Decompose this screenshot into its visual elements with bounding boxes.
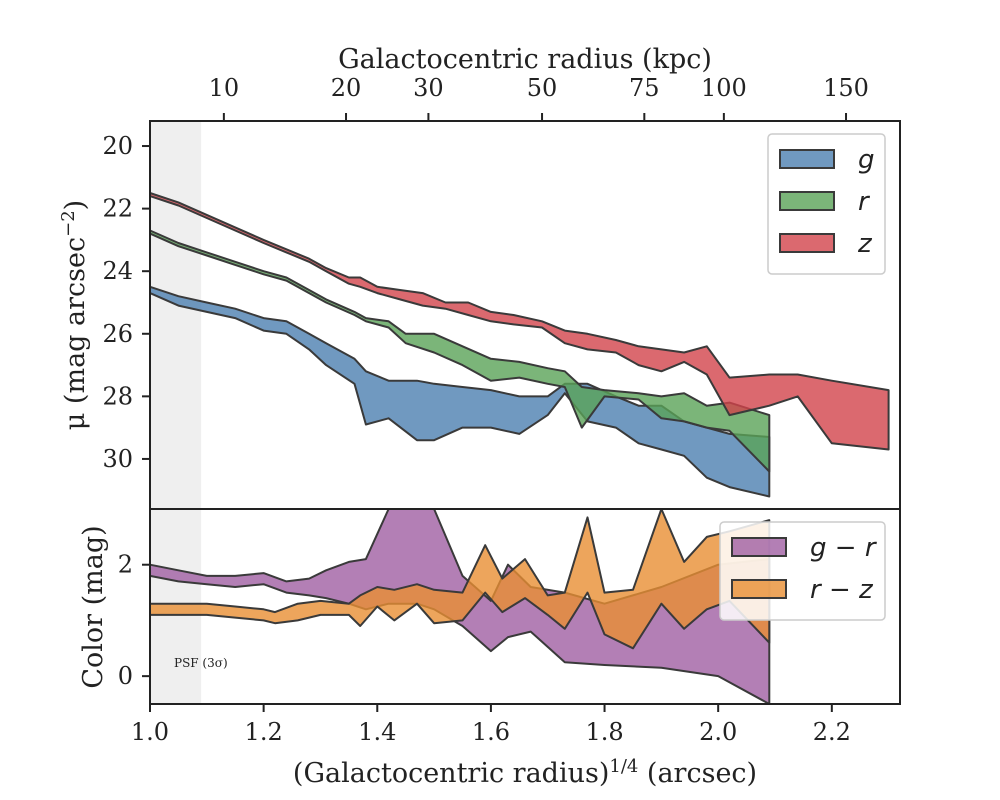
y-tick-label: 22 bbox=[102, 195, 133, 223]
top-y-ticks: 20 22 24 26 28 30 bbox=[102, 132, 150, 473]
y-tick-label: 0 bbox=[118, 662, 133, 690]
top-x-tick-label: 20 bbox=[331, 74, 362, 102]
x-tick-label: 1.6 bbox=[472, 718, 510, 746]
top-x-ticks: 10 20 30 50 75 100 150 bbox=[209, 74, 869, 121]
legend-swatch bbox=[731, 579, 787, 599]
x-tick-label: 1.4 bbox=[358, 718, 396, 746]
x-tick-label: 1.0 bbox=[131, 718, 169, 746]
top-x-tick-label: 75 bbox=[629, 74, 660, 102]
legend-swatch bbox=[779, 233, 835, 253]
legend-swatch bbox=[731, 537, 787, 557]
top-axis-title: Galactocentric radius (kpc) bbox=[338, 44, 712, 75]
psf-label: PSF (3σ) bbox=[174, 656, 228, 670]
x-tick-label: 2.2 bbox=[813, 718, 851, 746]
legend-label: r − z bbox=[810, 575, 874, 605]
bottom-y-ticks: 02 bbox=[118, 551, 150, 690]
series-band-r bbox=[149, 229, 771, 473]
bottom-x-axis-title: (Galactocentric radius)1/4 (arcsec) bbox=[293, 756, 757, 790]
y-tick-label: 24 bbox=[102, 257, 133, 285]
bottom-panel-series bbox=[149, 508, 771, 705]
top-x-tick-label: 10 bbox=[209, 74, 240, 102]
legend-label: g bbox=[858, 145, 875, 175]
legend-label: g − r bbox=[810, 533, 878, 563]
top-panel-series bbox=[149, 192, 890, 498]
y-tick-label: 28 bbox=[102, 382, 133, 410]
top-x-tick-label: 50 bbox=[527, 74, 558, 102]
y-tick-label: 26 bbox=[102, 320, 133, 348]
x-tick-label: 2.0 bbox=[699, 718, 737, 746]
top-x-tick-label: 30 bbox=[413, 74, 444, 102]
legend-swatch bbox=[779, 149, 835, 169]
bottom-y-axis-title: Color (mag) bbox=[78, 525, 109, 688]
legend-label: r bbox=[858, 187, 871, 217]
bottom-panel-frame bbox=[149, 508, 901, 705]
bottom-legend: g − r r − z bbox=[719, 521, 886, 621]
top-y-axis-title: μ (mag arcsec−2) bbox=[58, 200, 92, 430]
top-legend: grz bbox=[767, 133, 886, 275]
legend-swatch bbox=[779, 191, 835, 211]
top-x-tick-label: 100 bbox=[701, 74, 747, 102]
psf-band-top bbox=[150, 121, 202, 509]
top-x-tick-label: 150 bbox=[823, 74, 869, 102]
y-tick-label: 30 bbox=[102, 445, 133, 473]
series-band-z bbox=[149, 192, 890, 451]
x-tick-label: 1.8 bbox=[585, 718, 623, 746]
x-tick-label: 1.2 bbox=[245, 718, 283, 746]
y-tick-label: 20 bbox=[102, 132, 133, 160]
y-tick-label: 2 bbox=[118, 551, 133, 579]
bottom-x-ticks: 1.0 1.2 1.4 1.6 1.8 2.0 2.2 bbox=[131, 704, 851, 746]
series-band-g bbox=[149, 285, 771, 498]
series-band-r-z bbox=[149, 508, 771, 650]
legend-label: z bbox=[857, 229, 873, 259]
